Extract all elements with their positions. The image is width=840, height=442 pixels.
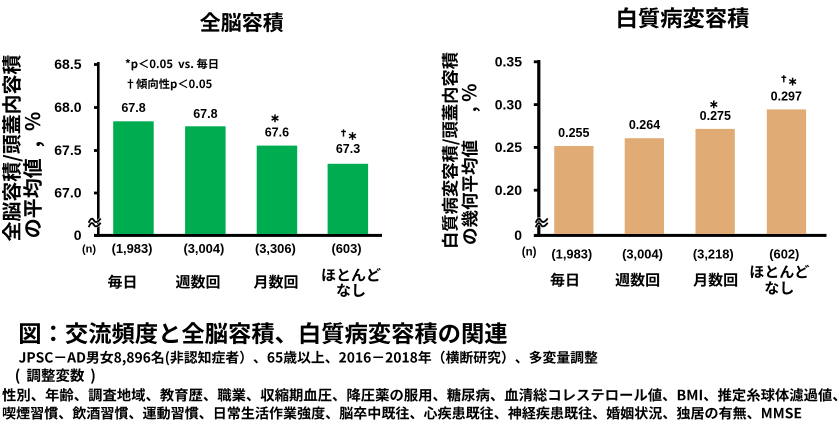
svg-text:68.0: 68.0: [54, 99, 81, 115]
svg-text:(602): (602): [769, 246, 799, 261]
svg-text:(603): (603): [331, 241, 361, 256]
svg-text:(3,306): (3,306): [255, 241, 296, 256]
svg-text:(1,983): (1,983): [112, 241, 153, 256]
svg-text:68.5: 68.5: [54, 56, 81, 72]
svg-text:0: 0: [514, 227, 522, 243]
svg-text:0.255: 0.255: [558, 126, 589, 140]
svg-text:0.35: 0.35: [495, 54, 522, 70]
svg-text:0: 0: [74, 227, 82, 243]
svg-text:0.25: 0.25: [495, 139, 522, 155]
svg-text:0.264: 0.264: [629, 118, 660, 132]
svg-text:0.30: 0.30: [495, 96, 522, 112]
svg-text:0.275: 0.275: [700, 109, 731, 123]
svg-text:(n): (n): [522, 246, 537, 258]
svg-text:(3,004): (3,004): [183, 241, 224, 256]
svg-text:0.20: 0.20: [495, 182, 522, 198]
svg-text:(n): (n): [82, 244, 96, 256]
svg-text:0.297: 0.297: [771, 89, 802, 103]
svg-text:67.8: 67.8: [121, 101, 145, 115]
svg-text:67.6: 67.6: [265, 126, 289, 140]
svg-text:(1,983): (1,983): [551, 246, 592, 261]
svg-text:67.8: 67.8: [193, 107, 217, 121]
svg-text:67.0: 67.0: [54, 185, 81, 201]
svg-text:(3,004): (3,004): [622, 246, 663, 261]
svg-text:67.5: 67.5: [54, 142, 81, 158]
svg-text:67.3: 67.3: [336, 142, 360, 156]
svg-text:(3,218): (3,218): [693, 246, 734, 261]
